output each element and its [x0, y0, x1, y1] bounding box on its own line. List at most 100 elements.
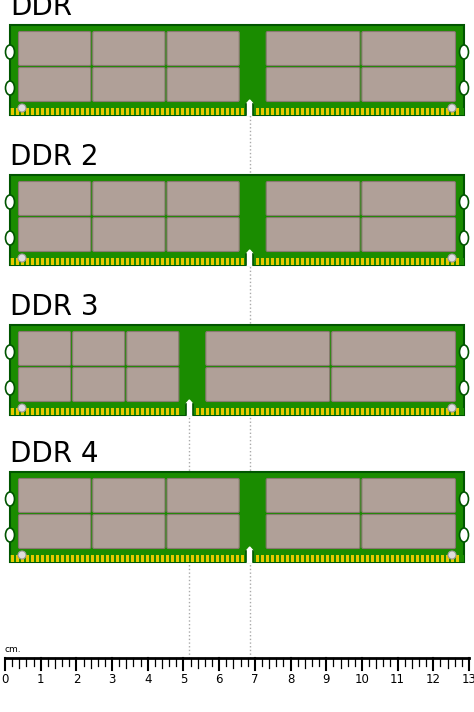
- Bar: [46, 408, 49, 415]
- Bar: [306, 408, 309, 415]
- Bar: [336, 258, 339, 265]
- Bar: [241, 555, 244, 562]
- Bar: [261, 555, 264, 562]
- Bar: [196, 408, 199, 415]
- FancyBboxPatch shape: [167, 217, 239, 251]
- Bar: [316, 108, 319, 115]
- Bar: [11, 108, 14, 115]
- FancyBboxPatch shape: [206, 332, 329, 365]
- Bar: [426, 555, 429, 562]
- FancyBboxPatch shape: [266, 182, 360, 216]
- FancyBboxPatch shape: [167, 31, 239, 66]
- Bar: [26, 258, 29, 265]
- Bar: [206, 108, 209, 115]
- Bar: [186, 555, 189, 562]
- Bar: [241, 408, 244, 415]
- Bar: [151, 258, 154, 265]
- Bar: [166, 408, 169, 415]
- Bar: [126, 258, 129, 265]
- Bar: [36, 555, 39, 562]
- Bar: [216, 555, 219, 562]
- Bar: [146, 555, 149, 562]
- Bar: [456, 108, 459, 115]
- Bar: [76, 258, 79, 265]
- Bar: [31, 108, 34, 115]
- Bar: [161, 108, 164, 115]
- Bar: [421, 258, 424, 265]
- Bar: [376, 108, 379, 115]
- Bar: [211, 108, 214, 115]
- Bar: [221, 555, 224, 562]
- Bar: [206, 258, 209, 265]
- Bar: [341, 108, 344, 115]
- Bar: [10, 325, 464, 415]
- Bar: [391, 258, 394, 265]
- Bar: [66, 555, 69, 562]
- Bar: [66, 258, 69, 265]
- Bar: [351, 108, 354, 115]
- Bar: [371, 258, 374, 265]
- Bar: [396, 408, 399, 415]
- Ellipse shape: [459, 81, 468, 95]
- Bar: [356, 408, 359, 415]
- Bar: [286, 258, 289, 265]
- Bar: [46, 108, 49, 115]
- Bar: [26, 555, 29, 562]
- Bar: [401, 108, 404, 115]
- Bar: [56, 408, 59, 415]
- Bar: [41, 408, 44, 415]
- Bar: [116, 108, 119, 115]
- Bar: [346, 555, 349, 562]
- Bar: [176, 408, 179, 415]
- Bar: [10, 472, 464, 562]
- Bar: [281, 555, 284, 562]
- FancyBboxPatch shape: [362, 217, 456, 251]
- Bar: [81, 555, 84, 562]
- Text: 11: 11: [390, 673, 405, 686]
- Bar: [206, 408, 209, 415]
- Bar: [16, 555, 19, 562]
- Ellipse shape: [6, 45, 15, 59]
- Bar: [156, 108, 159, 115]
- Bar: [96, 555, 99, 562]
- Bar: [376, 408, 379, 415]
- Bar: [21, 258, 24, 265]
- Bar: [171, 108, 174, 115]
- Bar: [346, 108, 349, 115]
- FancyBboxPatch shape: [332, 367, 456, 402]
- Bar: [281, 408, 284, 415]
- Bar: [171, 555, 174, 562]
- Bar: [156, 258, 159, 265]
- Bar: [151, 108, 154, 115]
- Bar: [191, 108, 194, 115]
- Bar: [71, 408, 74, 415]
- Bar: [271, 408, 274, 415]
- FancyBboxPatch shape: [93, 478, 165, 513]
- FancyBboxPatch shape: [18, 217, 91, 251]
- Bar: [391, 555, 394, 562]
- Bar: [16, 258, 19, 265]
- Bar: [66, 408, 69, 415]
- Bar: [106, 408, 109, 415]
- Bar: [366, 408, 369, 415]
- Bar: [286, 108, 289, 115]
- Bar: [36, 408, 39, 415]
- Bar: [271, 555, 274, 562]
- Bar: [10, 108, 464, 115]
- Bar: [361, 258, 364, 265]
- Bar: [81, 258, 84, 265]
- Bar: [56, 555, 59, 562]
- Bar: [111, 555, 114, 562]
- Bar: [406, 555, 409, 562]
- Bar: [231, 555, 234, 562]
- Bar: [216, 258, 219, 265]
- Text: 0: 0: [1, 673, 9, 686]
- Bar: [116, 258, 119, 265]
- Bar: [206, 555, 209, 562]
- Bar: [441, 555, 444, 562]
- Bar: [221, 108, 224, 115]
- Bar: [196, 108, 199, 115]
- Bar: [141, 555, 144, 562]
- Bar: [121, 108, 124, 115]
- Bar: [161, 408, 164, 415]
